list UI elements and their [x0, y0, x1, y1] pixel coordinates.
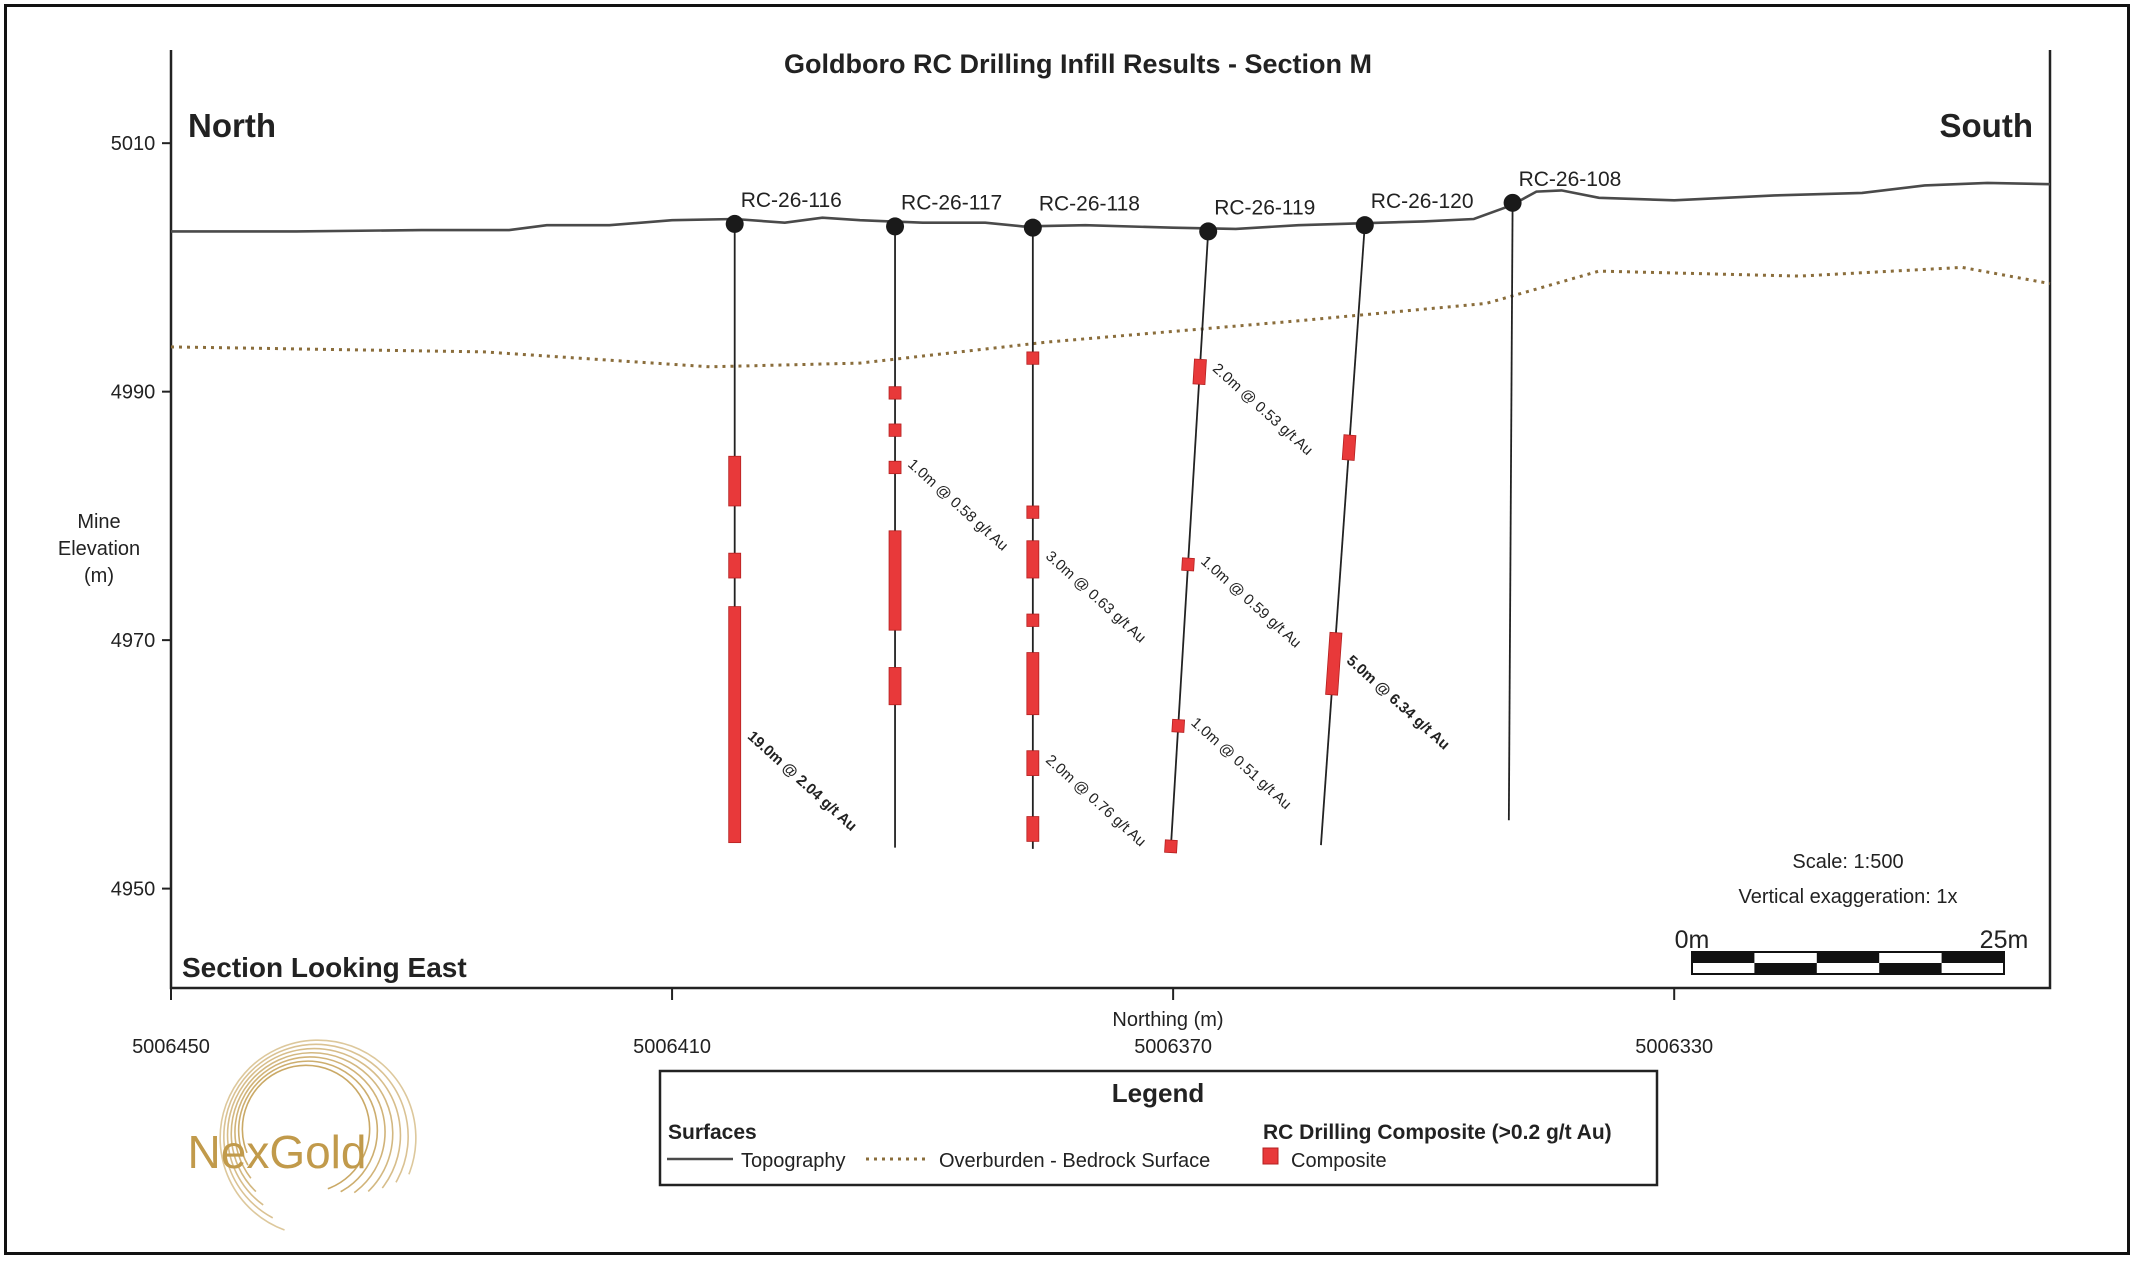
section-view-label: Section Looking East [182, 952, 467, 983]
composite-interval [1341, 434, 1357, 461]
logo-ring [234, 1056, 386, 1208]
composite-interval [1181, 557, 1195, 572]
logo-ring [219, 1039, 417, 1237]
composite-interval [1026, 505, 1040, 519]
composite-interval [888, 423, 902, 437]
y-tick-label: 4970 [111, 630, 156, 652]
figure-frame [4, 4, 2130, 1255]
hole-label: RC-26-118 [1039, 193, 1140, 216]
logo-ring [230, 1051, 394, 1216]
y-tick-label: 5010 [111, 133, 156, 155]
x-axis-ticks: 5006450 5006410 5006370 5006330 [132, 988, 1713, 1058]
y-axis-label-line-3: (m) [84, 565, 114, 587]
legend-composite-heading: RC Drilling Composite (>0.2 g/t Au) [1263, 1121, 1612, 1144]
composite-interval [888, 667, 902, 706]
x-tick-label: 5006410 [633, 1036, 711, 1058]
x-tick-label: 5006450 [132, 1036, 210, 1058]
drill-holes: RC-26-116 19.0m @ 2.04 g/t Au RC-26-117 1.0… [725, 168, 1622, 854]
composite-interval [888, 386, 902, 400]
y-axis-label-line-2: Elevation [58, 538, 140, 560]
overburden-bedrock-surface [170, 265, 2051, 369]
plot-frame [169, 50, 2052, 990]
drill-trace [1320, 225, 1366, 846]
composite-interval [1026, 750, 1040, 776]
composite-interval [888, 530, 902, 631]
drill-hole-rc-26-108: RC-26-108 [1503, 168, 1622, 821]
x-tick-label: 5006370 [1134, 1036, 1212, 1058]
composite-interval [1164, 839, 1178, 854]
intercept-label: 2.0m @ 0.76 g/t Au [1042, 751, 1149, 850]
logo-wordmark: NexGold [188, 1126, 367, 1178]
scalebar-start-label: 0m [1675, 926, 1710, 954]
composite-interval [1192, 358, 1207, 385]
collar-marker [1023, 218, 1042, 237]
vertical-exaggeration-text: Vertical exaggeration: 1x [1738, 886, 1957, 908]
composite-interval [1026, 613, 1040, 627]
collar-marker [725, 214, 744, 233]
intercept-label: 1.0m @ 0.59 g/t Au [1197, 553, 1304, 652]
legend-composite-label: Composite [1291, 1150, 1387, 1172]
logo-ring [226, 1047, 402, 1223]
drill-hole-rc-26-116: RC-26-116 19.0m @ 2.04 g/t Au [725, 189, 860, 844]
legend-overburden-label: Overburden - Bedrock Surface [939, 1150, 1210, 1172]
legend: Legend Surfaces Topography Overburden - … [658, 1069, 1659, 1187]
composite-interval [1171, 718, 1186, 733]
collar-marker [1199, 222, 1218, 241]
intercept-label: 1.0m @ 0.58 g/t Au [904, 456, 1011, 555]
intercept-label: 2.0m @ 0.53 g/t Au [1209, 360, 1316, 459]
composite-interval [1026, 540, 1040, 579]
composite-interval [1026, 351, 1040, 365]
diagram-title: Goldboro RC Drilling Infill Results - Se… [784, 49, 1372, 79]
topography-surface [171, 181, 2051, 233]
composite-interval [728, 552, 742, 579]
legend-title: Legend [1112, 1078, 1204, 1108]
drill-trace [1507, 202, 1514, 821]
composite-interval [1325, 631, 1343, 696]
drill-hole-rc-26-120: RC-26-120 5.0m @ 6.34 g/t Au [1320, 190, 1474, 846]
legend-topography-label: Topography [741, 1150, 846, 1172]
composite-interval [1026, 816, 1040, 842]
composite-interval [728, 455, 742, 507]
intercept-label: 1.0m @ 0.51 g/t Au [1188, 714, 1295, 813]
composite-interval [888, 460, 902, 475]
hole-label: RC-26-120 [1371, 190, 1474, 213]
collar-marker [1355, 216, 1374, 235]
drill-hole-rc-26-118: RC-26-118 3.0m @ 0.63 g/t Au 2.0m @ 0.76 g… [1023, 193, 1149, 850]
direction-north-label: North [188, 107, 276, 144]
y-tick-label: 4950 [111, 879, 156, 901]
scalebar-end-label: 25m [1980, 926, 2029, 954]
legend-surfaces-heading: Surfaces [668, 1121, 757, 1144]
y-tick-label: 4990 [111, 382, 156, 404]
hole-label: RC-26-117 [901, 191, 1002, 214]
composite-interval [728, 606, 742, 844]
scale-text: Scale: 1:500 [1792, 851, 1903, 873]
y-axis-ticks: 5010 4990 4970 4950 [111, 133, 171, 901]
legend-box [658, 1069, 1659, 1187]
collar-marker [886, 217, 905, 236]
logo-rings [219, 1039, 417, 1237]
hole-label: RC-26-116 [741, 189, 842, 212]
logo-ring [241, 1064, 371, 1194]
logo-ring [223, 1043, 409, 1230]
nexgold-logo: NexGold [188, 1039, 417, 1237]
intercept-label: 19.0m @ 2.04 g/t Au [744, 728, 860, 835]
intercept-label: 3.0m @ 0.63 g/t Au [1042, 548, 1149, 647]
hole-label: RC-26-119 [1214, 196, 1315, 219]
y-axis-label-line-1: Mine [77, 511, 120, 533]
logo-ring [237, 1060, 379, 1201]
scalebar [1691, 951, 2005, 975]
hole-label: RC-26-108 [1519, 168, 1622, 191]
composite-interval [1026, 652, 1040, 716]
drill-hole-rc-26-119: RC-26-119 2.0m @ 0.53 g/t Au 1.0m @ 0.59 g… [1164, 196, 1316, 854]
collar-marker [1503, 193, 1522, 212]
drill-hole-rc-26-117: RC-26-117 1.0m @ 0.58 g/t Au [886, 191, 1011, 848]
drill-trace [1169, 231, 1210, 852]
intercept-label: 5.0m @ 6.34 g/t Au [1343, 652, 1453, 753]
x-tick-label: 5006330 [1635, 1036, 1713, 1058]
x-axis-label: Northing (m) [1112, 1009, 1223, 1031]
direction-south-label: South [1940, 107, 2033, 144]
legend-composite-swatch [1262, 1147, 1279, 1165]
